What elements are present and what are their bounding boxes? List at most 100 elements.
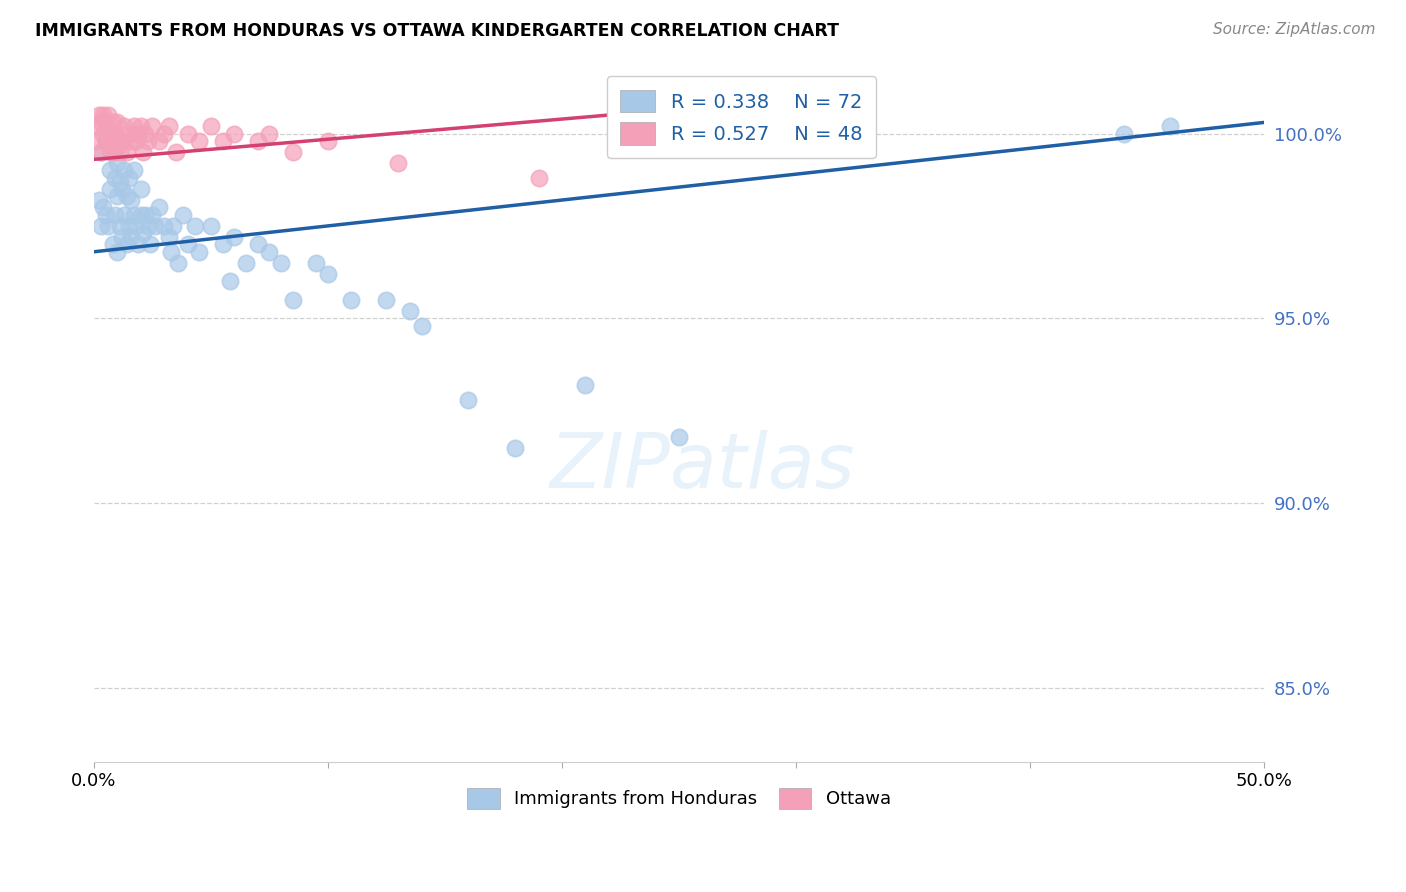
Point xyxy=(91,108,114,122)
Point xyxy=(98,145,121,159)
Point xyxy=(94,134,117,148)
Point xyxy=(104,127,127,141)
Point xyxy=(134,208,156,222)
Point xyxy=(162,219,184,233)
Point xyxy=(112,163,135,178)
Point xyxy=(218,274,240,288)
Point xyxy=(108,175,131,189)
Point xyxy=(94,119,117,133)
Point xyxy=(115,145,138,159)
Point xyxy=(105,156,128,170)
Point xyxy=(259,244,281,259)
Point xyxy=(305,256,328,270)
Point xyxy=(153,127,176,141)
Point xyxy=(104,145,127,159)
Point xyxy=(574,377,596,392)
Point xyxy=(387,156,409,170)
Point xyxy=(165,145,187,159)
Point xyxy=(157,119,180,133)
Point xyxy=(104,170,127,185)
Point xyxy=(91,127,114,141)
Point xyxy=(235,256,257,270)
Point xyxy=(97,219,120,233)
Point xyxy=(122,163,145,178)
Point xyxy=(112,119,135,133)
Point xyxy=(200,219,222,233)
Point xyxy=(98,127,121,141)
Point xyxy=(87,108,110,122)
Point xyxy=(87,119,110,133)
Point xyxy=(157,230,180,244)
Point xyxy=(94,134,117,148)
Point xyxy=(120,230,142,244)
Point xyxy=(122,208,145,222)
Point xyxy=(224,230,246,244)
Point xyxy=(375,293,398,307)
Point xyxy=(281,145,304,159)
Point xyxy=(127,237,149,252)
Point xyxy=(176,237,198,252)
Point xyxy=(316,134,339,148)
Point xyxy=(118,170,141,185)
Point xyxy=(259,127,281,141)
Point xyxy=(97,127,120,141)
Point xyxy=(224,127,246,141)
Point xyxy=(90,145,112,159)
Point xyxy=(188,244,211,259)
Point xyxy=(112,208,135,222)
Point xyxy=(176,127,198,141)
Point xyxy=(246,237,269,252)
Point xyxy=(98,163,121,178)
Point xyxy=(167,256,190,270)
Point xyxy=(143,219,166,233)
Point xyxy=(1159,119,1181,133)
Point xyxy=(188,134,211,148)
Legend: Immigrants from Honduras, Ottawa: Immigrants from Honduras, Ottawa xyxy=(460,780,898,816)
Point xyxy=(457,392,479,407)
Point xyxy=(105,189,128,203)
Point xyxy=(411,318,433,333)
Point xyxy=(120,193,142,207)
Point xyxy=(118,219,141,233)
Point xyxy=(87,193,110,207)
Point xyxy=(125,219,148,233)
Point xyxy=(98,182,121,196)
Point xyxy=(136,134,159,148)
Point xyxy=(111,182,134,196)
Point xyxy=(101,145,124,159)
Point xyxy=(111,134,134,148)
Point xyxy=(122,119,145,133)
Point xyxy=(134,127,156,141)
Point xyxy=(91,201,114,215)
Point xyxy=(270,256,292,270)
Point xyxy=(316,267,339,281)
Point xyxy=(115,189,138,203)
Point xyxy=(148,134,170,148)
Point xyxy=(183,219,205,233)
Point xyxy=(668,429,690,443)
Point xyxy=(108,219,131,233)
Point xyxy=(127,127,149,141)
Point xyxy=(139,237,162,252)
Point xyxy=(141,119,163,133)
Point xyxy=(211,237,233,252)
Point xyxy=(115,237,138,252)
Point xyxy=(101,134,124,148)
Point xyxy=(125,134,148,148)
Point xyxy=(246,134,269,148)
Point xyxy=(111,230,134,244)
Point xyxy=(172,208,194,222)
Point xyxy=(101,115,124,129)
Point xyxy=(105,244,128,259)
Text: IMMIGRANTS FROM HONDURAS VS OTTAWA KINDERGARTEN CORRELATION CHART: IMMIGRANTS FROM HONDURAS VS OTTAWA KINDE… xyxy=(35,22,839,40)
Point xyxy=(129,208,152,222)
Point xyxy=(90,219,112,233)
Point xyxy=(105,115,128,129)
Point xyxy=(160,244,183,259)
Point xyxy=(129,182,152,196)
Point xyxy=(97,108,120,122)
Point xyxy=(141,208,163,222)
Point xyxy=(399,304,422,318)
Text: Source: ZipAtlas.com: Source: ZipAtlas.com xyxy=(1212,22,1375,37)
Point xyxy=(200,119,222,133)
